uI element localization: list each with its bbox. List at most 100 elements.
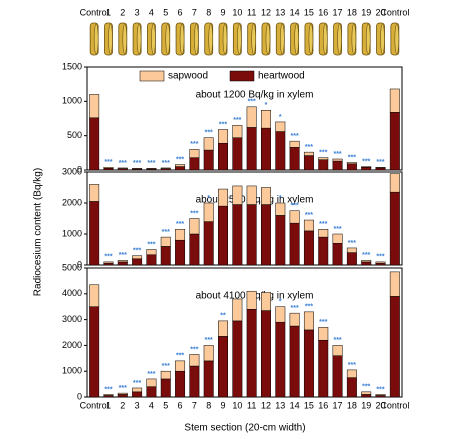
bar-segment	[261, 310, 271, 398]
legend-label: heartwood	[258, 71, 305, 82]
significance-label: ***	[190, 141, 198, 148]
bar-segment	[146, 249, 157, 256]
significance-label: ***	[333, 151, 341, 158]
x-tick-label: 8	[206, 400, 211, 410]
significance-label: ***	[319, 149, 327, 156]
stem-section-top	[179, 23, 185, 55]
significance-label: ***	[362, 158, 370, 165]
significance-label: ***	[291, 305, 299, 312]
bar-segment	[289, 140, 300, 148]
section-label: 3	[135, 7, 140, 17]
stem-section-top	[237, 23, 242, 55]
significance-label: *	[279, 114, 282, 121]
significance-label: ***	[119, 385, 127, 392]
bar-segment	[289, 210, 300, 224]
y-tick-label: 3000	[62, 166, 82, 176]
x-tick-label: 6	[178, 400, 183, 410]
bar-segment	[389, 88, 400, 113]
bar-segment	[175, 370, 186, 398]
bar-segment	[103, 168, 114, 171]
bar-segment	[361, 394, 372, 398]
bar-segment	[218, 205, 228, 266]
x-axis-label: Stem section (20-cm width)	[184, 423, 305, 434]
significance-label: ***	[176, 353, 184, 360]
bar-segment	[389, 112, 400, 171]
bar-segment	[332, 243, 343, 266]
significance-label: *	[207, 195, 210, 202]
bar-segment	[203, 137, 214, 151]
y-tick-label: 3000	[62, 314, 82, 324]
significance-label: ***	[104, 386, 112, 393]
bar-segment	[189, 218, 200, 235]
stem-section-top	[265, 23, 271, 55]
y-tick-label: 1000	[62, 366, 82, 376]
plot-frame	[86, 66, 403, 171]
bar-segment	[218, 320, 228, 337]
bar-segment	[175, 166, 186, 171]
section-label: 9	[221, 7, 226, 17]
bar-segment	[160, 167, 171, 169]
bar-segment	[132, 387, 143, 393]
x-tick-label: 7	[192, 400, 197, 410]
bar-segment	[289, 325, 300, 398]
significance-label: ***	[104, 159, 112, 166]
significance-label: *	[279, 299, 282, 306]
section-label: 11	[247, 7, 256, 17]
bar-segment	[132, 391, 143, 398]
bar-segment	[103, 261, 114, 264]
bar-segment	[175, 360, 186, 372]
bar-segment	[361, 261, 372, 266]
bar-segment	[303, 151, 314, 156]
bar-segment	[232, 185, 243, 205]
stem-section-top	[194, 23, 199, 55]
x-tick-label: 16	[318, 400, 328, 410]
legend-swatch	[229, 70, 255, 82]
legend-swatch	[139, 70, 165, 82]
significance-label: ***	[376, 386, 384, 393]
bar-segment	[117, 167, 128, 169]
x-tick-label: 20	[376, 400, 386, 410]
bar-segment	[218, 336, 228, 398]
x-tick-label: 1	[106, 400, 111, 410]
stem-section-top	[165, 23, 171, 55]
significance-label: ***	[348, 240, 356, 247]
bar-segment	[389, 271, 400, 297]
bar-segment	[375, 167, 386, 171]
bar-segment	[318, 236, 329, 266]
significance-label: ***	[176, 221, 184, 228]
bar-segment	[146, 378, 157, 387]
stem-section-top	[365, 23, 371, 55]
section-label: 7	[192, 7, 197, 17]
bar-segment	[332, 233, 343, 244]
stem-section-top	[322, 23, 328, 55]
stem-section-top	[394, 23, 400, 55]
section-label: 16	[318, 7, 328, 17]
stem-section-top	[279, 23, 285, 55]
bar-segment	[146, 168, 157, 170]
y-tick-label: 5000	[62, 262, 82, 272]
bar-segment	[189, 354, 200, 367]
significance-label: ***	[119, 252, 127, 259]
significance-label: ***	[362, 384, 370, 391]
bar-segment	[175, 164, 186, 167]
bar-segment	[89, 201, 100, 266]
significance-label: ***	[376, 254, 384, 261]
bar-segment	[361, 260, 372, 263]
bar-segment	[389, 173, 400, 193]
significance-label: ***	[205, 337, 213, 344]
bar-segment	[246, 290, 257, 310]
stem-section-top	[122, 23, 128, 55]
x-tick-label: Control	[80, 400, 109, 410]
significance-label: ***	[119, 160, 127, 167]
section-label: Control	[80, 7, 109, 17]
bar-segment	[117, 261, 128, 266]
bar-segment	[332, 345, 343, 356]
x-tick-label: 14	[290, 400, 300, 410]
bar-segment	[203, 221, 214, 266]
bar-segment	[261, 292, 271, 311]
x-tick-label: 10	[232, 400, 242, 410]
bar-segment	[318, 327, 329, 341]
bar-segment	[318, 157, 329, 160]
significance-label: ***	[362, 252, 370, 259]
significance-label: ***	[162, 363, 170, 370]
